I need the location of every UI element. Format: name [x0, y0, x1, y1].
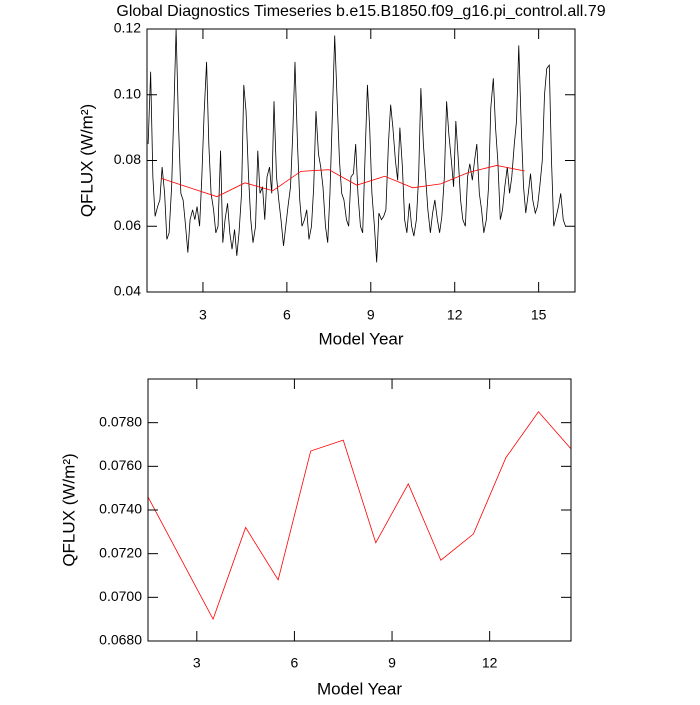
data-line [147, 29, 566, 263]
plot-frame [146, 28, 576, 293]
y-tick-label: 0.12 [114, 20, 141, 36]
x-tick-label: 6 [291, 655, 299, 671]
x-tick-label: 12 [447, 307, 463, 323]
y-tick-label: 0.04 [114, 283, 141, 299]
x-tick-label: 9 [367, 307, 375, 323]
x-tick-label: 9 [388, 655, 396, 671]
y-tick-label: 0.0700 [99, 588, 142, 604]
x-tick-label: 15 [531, 307, 547, 323]
y-tick-label: 0.0680 [99, 632, 142, 648]
data-line [148, 411, 571, 621]
y-tick-label: 0.0780 [99, 413, 142, 429]
y-tick-label: 0.0720 [99, 544, 142, 560]
y-tick-label: 0.08 [114, 151, 141, 167]
y-tick-label: 0.10 [114, 85, 141, 101]
x-tick-label: 12 [482, 655, 498, 671]
x-tick-label: 3 [199, 307, 207, 323]
y-axis-label: QFLUX (W/m²) [77, 104, 96, 217]
plot-frame [147, 378, 572, 642]
x-tick-label: 3 [193, 655, 201, 671]
data-line [160, 165, 525, 198]
x-axis-label: Model Year [318, 329, 403, 348]
x-axis-label: Model Year [317, 679, 402, 698]
y-axis-label: QFLUX (W/m²) [59, 453, 78, 566]
y-tick-label: 0.0740 [99, 501, 142, 517]
x-tick-label: 6 [283, 307, 291, 323]
y-tick-label: 0.0760 [99, 457, 142, 473]
chart-title: Global Diagnostics Timeseries b.e15.B185… [116, 3, 605, 20]
y-tick-label: 0.06 [114, 217, 141, 233]
